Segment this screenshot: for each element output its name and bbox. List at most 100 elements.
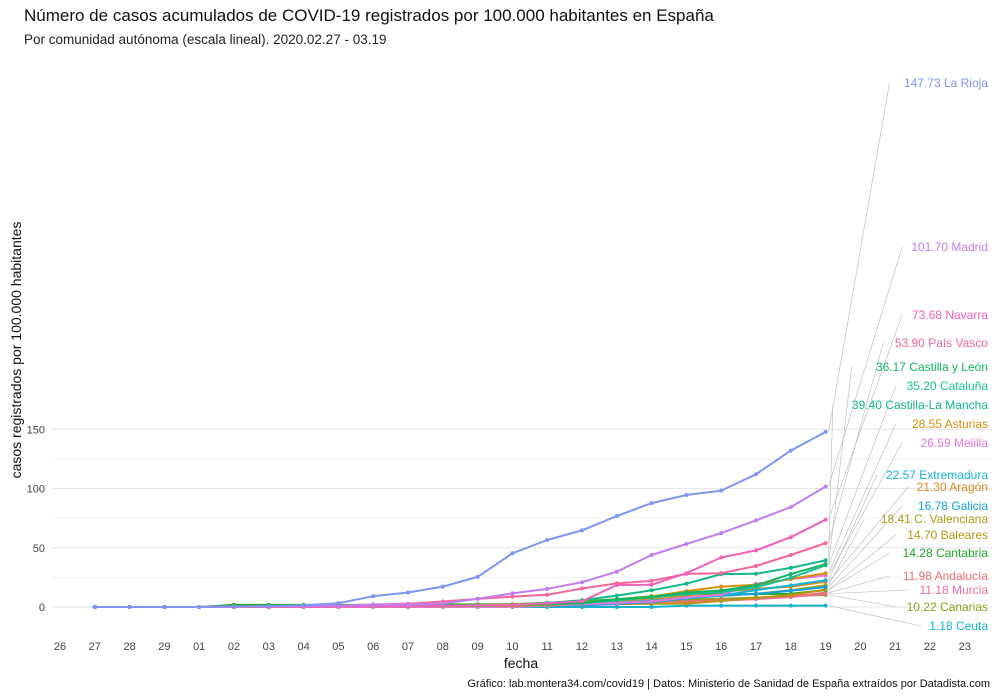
series-lines: [94, 431, 827, 608]
data-point: [823, 571, 828, 576]
data-point: [545, 592, 550, 597]
data-point: [440, 601, 445, 606]
leader-line: [828, 575, 890, 594]
data-point: [580, 586, 584, 591]
data-point: [614, 583, 619, 587]
data-point: [649, 588, 654, 593]
data-point: [266, 604, 271, 609]
data-point: [162, 605, 167, 609]
data-point: [649, 605, 654, 609]
x-tick-label: 01: [193, 641, 205, 653]
data-point: [788, 583, 793, 588]
series-end-label: 36.17 Castilla y León: [876, 360, 988, 374]
x-tick-label: 09: [471, 641, 483, 653]
x-tick-label: 16: [715, 641, 727, 653]
data-point: [788, 553, 793, 557]
data-point: [754, 571, 758, 576]
data-point: [788, 505, 793, 510]
series-end-labels: 147.73 La Rioja 101.70 Madrid 73.68 Navarr…: [852, 76, 988, 633]
x-tick-label: 02: [228, 641, 240, 653]
y-tick-label: 0: [39, 602, 45, 614]
data-point: [232, 604, 236, 609]
x-tick-label: 14: [645, 641, 657, 653]
leader-line: [828, 605, 922, 627]
data-point: [788, 572, 793, 577]
x-tick-label: 07: [402, 641, 414, 653]
data-point: [92, 605, 97, 609]
data-point: [510, 602, 515, 607]
x-tick-label: 06: [367, 641, 379, 653]
data-point: [649, 578, 654, 583]
x-tick-label: 08: [437, 641, 449, 653]
data-point: [649, 501, 654, 506]
data-point: [754, 583, 758, 588]
x-tick-label: 12: [576, 641, 588, 653]
series-end-label: 39.40 Castilla-La Mancha: [852, 398, 988, 412]
leader-line: [828, 385, 897, 566]
data-point: [719, 488, 724, 493]
leader-line: [828, 552, 890, 591]
data-point: [788, 575, 793, 580]
data-point: [580, 599, 584, 604]
data-point: [823, 558, 828, 563]
leader-line: [828, 505, 903, 588]
series-end-label: 18.41 C. Valenciana: [881, 512, 989, 526]
series-end-label: 28.55 Asturias: [912, 417, 988, 431]
leader-line: [828, 474, 878, 581]
data-point: [823, 585, 828, 590]
x-tick-label: 20: [854, 641, 866, 653]
x-tick-label: 23: [959, 641, 971, 653]
data-point: [754, 591, 758, 596]
x-tick-label: 28: [123, 641, 135, 653]
leader-line: [828, 404, 834, 561]
data-point: [754, 595, 758, 600]
x-tick-label: 11: [541, 641, 552, 653]
data-point: [823, 429, 828, 434]
data-point: [788, 448, 793, 453]
series-end-label: 16.78 Galicia: [918, 499, 988, 513]
x-tick-label: 03: [263, 641, 275, 653]
data-point: [788, 603, 793, 608]
data-point: [684, 601, 689, 606]
x-tick-labels: 26 27 28 29 01 02 03 04 05 06 07 08 09 10 11 12 13 14 15 16…: [54, 641, 971, 653]
x-tick-label: 27: [89, 641, 101, 653]
data-point: [510, 591, 515, 596]
data-point: [719, 571, 724, 576]
data-point: [475, 596, 480, 601]
data-point: [754, 548, 758, 553]
data-point: [754, 472, 758, 477]
series-end-label: 53.90 País Vasco: [895, 336, 988, 350]
series-end-label: 11.18 Murcia: [920, 583, 989, 597]
y-axis-title: casos registrados por 100.000 habitantes: [8, 222, 24, 479]
data-point: [301, 603, 306, 608]
series-end-label: 35.20 Cataluña: [907, 379, 989, 393]
data-point: [823, 578, 828, 583]
data-point: [719, 531, 724, 536]
leader-line: [828, 423, 897, 574]
x-tick-label: 18: [785, 641, 797, 653]
data-point: [788, 535, 793, 540]
data-point: [719, 603, 724, 608]
series-end-label: 1.18 Ceuta: [929, 619, 988, 633]
data-point: [649, 594, 654, 599]
data-point: [788, 565, 793, 570]
series-end-label: 73.68 Navarra: [912, 308, 988, 322]
data-point: [823, 484, 828, 489]
data-point: [127, 605, 132, 609]
series-end-label: 14.28 Cantabria: [903, 546, 989, 560]
data-point: [545, 601, 550, 606]
chart-title: Número de casos acumulados de COVID-19 r…: [24, 6, 714, 25]
data-point: [649, 582, 654, 587]
y-tick-label: 50: [33, 543, 45, 555]
data-point: [545, 586, 550, 591]
x-tick-label: 05: [332, 641, 344, 653]
y-tick-labels: 0 50 100 150: [27, 424, 45, 614]
series-end-label: 14.70 Baleares: [907, 528, 988, 542]
leader-line: [828, 518, 865, 586]
data-point: [684, 542, 689, 546]
leader-line: [828, 246, 903, 487]
data-point: [823, 541, 828, 546]
data-point: [614, 514, 619, 518]
x-tick-label: 17: [750, 641, 762, 653]
